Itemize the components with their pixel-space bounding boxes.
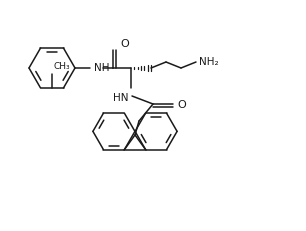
Text: NH₂: NH₂ xyxy=(199,57,218,67)
Text: O: O xyxy=(177,100,186,110)
Text: O: O xyxy=(120,39,129,49)
Text: CH₃: CH₃ xyxy=(53,62,70,71)
Text: NH: NH xyxy=(94,63,110,73)
Text: HN: HN xyxy=(114,93,129,103)
